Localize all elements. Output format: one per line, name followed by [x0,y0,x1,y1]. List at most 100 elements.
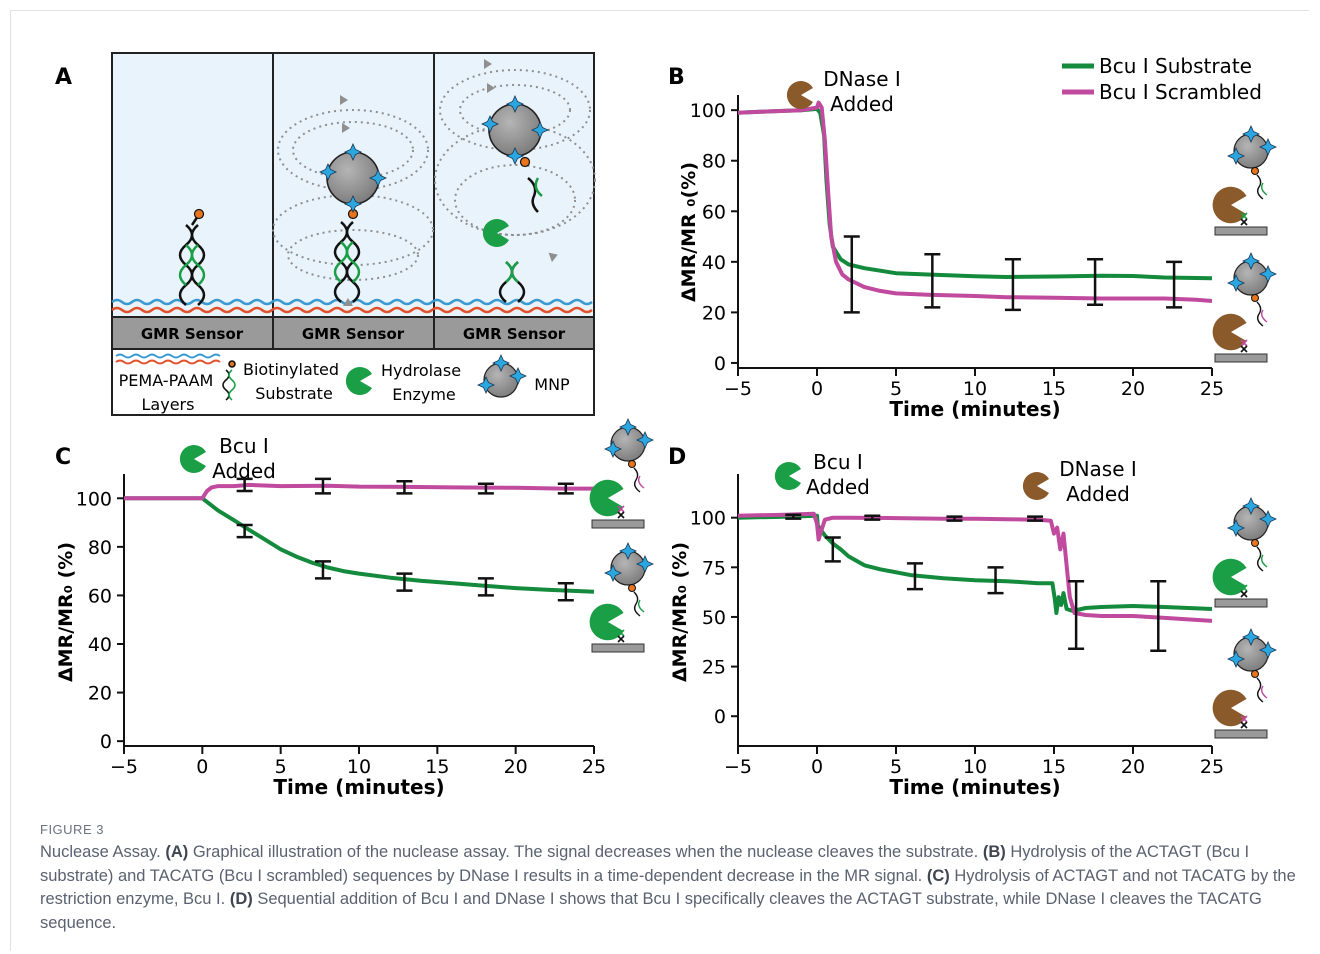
x-tick-label: −5 [724,756,752,778]
x-axis-label: Time (minutes) [889,775,1060,799]
x-tick-label: −5 [724,378,752,400]
gmr-sensor-label-1: GMR Sensor [141,325,244,343]
y-axis-label: ΔMR/MR ₀(%) [678,162,700,302]
magnetic-nanoparticle-icon [1228,253,1276,295]
side-schematic-icons [589,126,1276,739]
dnase-enzyme-icon [1022,472,1049,500]
caption-segment: Hydrolysis of ACTAGT and not TACATG by t… [40,866,1296,909]
chart-panel-d: −5 0 5 10 15 20 25 0 25 50 75 100 Time (minutes) ΔMR/… [669,450,1224,799]
sensor-bar-icon [1214,598,1268,608]
y-tick-label: 80 [702,151,726,173]
series-line-scrambled [737,511,1213,623]
magnetic-nanoparticle-icon [605,419,653,461]
legend-substrate-label: Biotinylated Substrate [243,360,339,403]
y-tick-label: 50 [702,607,726,629]
dna-strand-icon [178,208,206,306]
x-tick-label: −5 [110,756,138,778]
bcu-enzyme-icon [179,445,206,473]
error-bar [557,482,574,495]
x-tick-label: 15 [1042,378,1066,400]
y-axis-label: ΔMR/MR₀ (%) [669,542,691,682]
x-axis-label: Time (minutes) [273,775,444,799]
x-tick-label: 5 [275,756,287,778]
magnetic-nanoparticle-icon [1228,629,1276,671]
substrate-schematic-icon [1212,126,1276,236]
x-tick-label: 10 [963,378,987,400]
error-bar [864,514,881,521]
x-tick-label: 20 [1121,378,1145,400]
sensor-bar-icon [1214,226,1268,236]
series-line-substrate [124,496,595,594]
caption-panel-ref: (D) [229,890,253,908]
panel-c-label: C [55,445,71,470]
y-tick-label: 0 [714,706,726,728]
error-bar [946,515,963,522]
x-tick-label: 0 [811,378,823,400]
chart-panel-b: −5 0 5 10 15 20 25 0 20 40 60 80 100 Time (minutes) ΔM… [678,67,1224,421]
annotation-label: Bcu I Added [806,450,870,499]
error-bar [314,477,331,495]
annotation-label: DNase I Added [1059,457,1137,506]
panel-b-label: B [668,65,685,90]
y-tick-label: 0 [100,731,112,753]
figure-frame [10,10,1309,951]
y-tick-label: 80 [88,537,112,559]
gmr-sensor-bar [111,316,595,350]
error-bar [1027,515,1044,522]
caption-panel-ref: (B) [982,843,1006,861]
x-tick-label: 25 [1200,756,1224,778]
error-bar [824,536,841,563]
error-bar [1068,579,1085,650]
error-bar [557,582,574,602]
x-tick-label: 5 [890,756,902,778]
y-tick-label: 100 [76,488,112,510]
error-bar [924,253,941,309]
caption-segment: Sequential addition of Bcu I and DNase I… [40,890,1262,932]
error-bar [1087,258,1104,307]
x-tick-label: 25 [582,756,606,778]
caption-segment: Graphical illustration of the nuclease a… [188,843,983,861]
legend-layers-label: PEMA-PAAM Layers [119,371,214,414]
error-bar [906,562,923,591]
substrate-schematic-icon [1212,498,1276,608]
legend-scrambled-entry: Bcu I Scrambled [1099,80,1262,104]
x-tick-label: 25 [1200,378,1224,400]
error-bar [396,480,413,495]
series-line-substrate [737,513,1213,615]
substrate-schematic-icon [1212,253,1276,363]
gmr-sensor-label-3: GMR Sensor [463,325,566,343]
magnetic-nanoparticle-icon [1228,498,1276,540]
legend-enzyme-label: Hydrolase Enzyme [381,361,461,404]
x-tick-label: 10 [963,756,987,778]
caption-segment: Hydrolysis of the ACTAGT (Bcu I substrat… [40,843,1250,885]
substrate-schematic-icon [589,419,653,529]
annotation-label: DNase I Added [823,67,901,116]
figure-canvas: A GMR Sensor GMR Sensor GMR Sensor [55,52,1320,799]
y-axis-label: ΔMR/MR₀ (%) [55,542,77,682]
sensor-bar-icon [1214,729,1268,739]
series-line-scrambled [124,482,594,501]
caption-text: Nuclease Assay. (A) Graphical illustrati… [40,841,1310,935]
error-bar [236,477,253,493]
caption-segment: Nuclease Assay. [40,843,166,861]
chart-panel-c: −5 0 5 10 15 20 25 0 20 40 60 80 100 Time (minutes) ΔM… [55,434,606,799]
error-bar [1004,258,1021,312]
gmr-sensor-label-2: GMR Sensor [302,325,405,343]
error-bar [785,513,802,520]
substrate-schematic-icon [1212,629,1276,739]
x-tick-label: 5 [890,378,902,400]
error-bar [396,572,413,592]
y-tick-label: 40 [88,634,112,656]
x-tick-label: 20 [1121,756,1145,778]
caption-panel-ref: (C) [926,866,950,885]
paam-layer-red [111,306,593,314]
x-tick-label: 0 [811,756,823,778]
y-tick-label: 60 [88,585,112,607]
legend-mnp-label: MNP [534,375,570,394]
error-bar [314,560,331,580]
sensor-bar-icon [591,643,645,653]
dnase-enzyme-icon [786,81,813,109]
error-bar [843,235,860,314]
y-tick-label: 100 [690,100,726,122]
series-line-scrambled [737,100,1213,303]
